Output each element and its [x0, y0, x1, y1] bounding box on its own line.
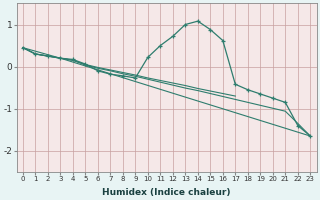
X-axis label: Humidex (Indice chaleur): Humidex (Indice chaleur) [102, 188, 231, 197]
